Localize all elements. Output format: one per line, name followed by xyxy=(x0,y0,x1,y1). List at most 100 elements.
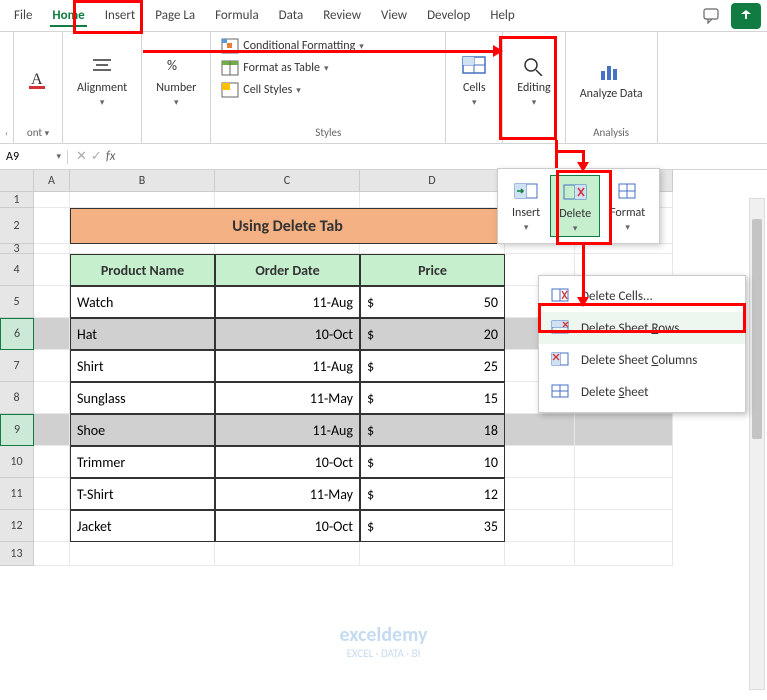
row-header-12[interactable]: 12 xyxy=(0,510,34,542)
cell-B8[interactable]: Sunglass xyxy=(70,382,215,414)
cell-B7[interactable]: Shirt xyxy=(70,350,215,382)
row-header-6[interactable]: 6 xyxy=(0,318,34,350)
col-header-B[interactable]: B xyxy=(70,170,215,192)
cell-B11[interactable]: T-Shirt xyxy=(70,478,215,510)
format-button[interactable]: Format▾ xyxy=(602,175,653,237)
ribbon-scroll-left[interactable]: ‹ xyxy=(0,32,14,143)
cell-D10[interactable]: $10 xyxy=(360,446,505,478)
cell-B3[interactable] xyxy=(70,244,215,254)
tab-file[interactable]: File xyxy=(4,2,42,29)
row-header-11[interactable]: 11 xyxy=(0,478,34,510)
cell-D13[interactable] xyxy=(360,542,505,566)
row-header-4[interactable]: 4 xyxy=(0,254,34,286)
cell-C10[interactable]: 10-Oct xyxy=(215,446,360,478)
cell-F13[interactable] xyxy=(575,542,673,566)
format-as-table-button[interactable]: Format as Table ▾ xyxy=(219,58,437,78)
cell-D8[interactable]: $15 xyxy=(360,382,505,414)
insert-button[interactable]: Insert▾ xyxy=(504,175,548,237)
share-button[interactable] xyxy=(731,3,761,29)
conditional-formatting-button[interactable]: Conditional Formatting ▾ xyxy=(219,36,437,56)
tab-data[interactable]: Data xyxy=(269,2,314,29)
cell-D9[interactable]: $18 xyxy=(360,414,505,446)
cell-C5[interactable]: 11-Aug xyxy=(215,286,360,318)
cell-B12[interactable]: Jacket xyxy=(70,510,215,542)
cell-F12[interactable] xyxy=(575,510,673,542)
cell-F9[interactable] xyxy=(575,414,673,446)
row-header-1[interactable]: 1 xyxy=(0,192,34,208)
row-header-10[interactable]: 10 xyxy=(0,446,34,478)
cell-A3[interactable] xyxy=(34,244,70,254)
scrollbar-thumb[interactable] xyxy=(752,219,762,439)
cell-E3[interactable] xyxy=(505,244,575,254)
vertical-scrollbar[interactable] xyxy=(749,198,765,690)
tab-developer[interactable]: Develop xyxy=(417,2,480,29)
cell-A2[interactable] xyxy=(34,208,70,244)
cancel-icon[interactable]: ✕ xyxy=(76,149,87,164)
cell-C1[interactable] xyxy=(215,192,360,208)
tab-formulas[interactable]: Formula xyxy=(205,2,269,29)
cell-B13[interactable] xyxy=(70,542,215,566)
select-all-corner[interactable] xyxy=(0,170,34,192)
cell-C4[interactable]: Order Date xyxy=(215,254,360,286)
enter-icon[interactable]: ✓ xyxy=(91,149,102,164)
cell-A4[interactable] xyxy=(34,254,70,286)
cell-B5[interactable]: Watch xyxy=(70,286,215,318)
delete-button[interactable]: Delete▾ xyxy=(550,175,600,237)
name-box[interactable]: A9▾ xyxy=(0,150,68,164)
cell-F3[interactable] xyxy=(575,244,673,254)
delete-sheet-rows-item[interactable]: Delete Sheet Rows xyxy=(539,312,745,344)
cell-B4[interactable]: Product Name xyxy=(70,254,215,286)
row-header-13[interactable]: 13 xyxy=(0,542,34,566)
cell-C6[interactable]: 10-Oct xyxy=(215,318,360,350)
cell-D7[interactable]: $25 xyxy=(360,350,505,382)
col-header-A[interactable]: A xyxy=(34,170,70,192)
cell-A13[interactable] xyxy=(34,542,70,566)
editing-button[interactable]: Editing ▾ xyxy=(511,50,556,110)
cell-B1[interactable] xyxy=(70,192,215,208)
cell-D12[interactable]: $35 xyxy=(360,510,505,542)
row-header-8[interactable]: 8 xyxy=(0,382,34,414)
cell-E11[interactable] xyxy=(505,478,575,510)
cell-A1[interactable] xyxy=(34,192,70,208)
cell-D5[interactable]: $50 xyxy=(360,286,505,318)
cell-E10[interactable] xyxy=(505,446,575,478)
cell-E12[interactable] xyxy=(505,510,575,542)
cell-B9[interactable]: Shoe xyxy=(70,414,215,446)
delete-cells-item[interactable]: Delete Cells... xyxy=(539,280,745,312)
row-header-5[interactable]: 5 xyxy=(0,286,34,318)
number-button[interactable]: % Number ▾ xyxy=(150,50,202,110)
cell-F11[interactable] xyxy=(575,478,673,510)
cell-D6[interactable]: $20 xyxy=(360,318,505,350)
row-header-3[interactable]: 3 xyxy=(0,244,34,254)
analyze-data-button[interactable]: Analyze Data xyxy=(574,56,649,103)
cell-B10[interactable]: Trimmer xyxy=(70,446,215,478)
cell-C9[interactable]: 11-Aug xyxy=(215,414,360,446)
font-color-button[interactable]: A xyxy=(18,64,58,96)
comments-icon[interactable] xyxy=(697,3,727,29)
cell-D1[interactable] xyxy=(360,192,505,208)
cell-A8[interactable] xyxy=(34,382,70,414)
cell-E9[interactable] xyxy=(505,414,575,446)
cell-A5[interactable] xyxy=(34,286,70,318)
cells-button[interactable]: Cells ▾ xyxy=(454,50,494,110)
tab-review[interactable]: Review xyxy=(313,2,371,29)
tab-insert[interactable]: Insert xyxy=(95,2,146,29)
cell-E13[interactable] xyxy=(505,542,575,566)
row-header-7[interactable]: 7 xyxy=(0,350,34,382)
row-header-2[interactable]: 2 xyxy=(0,208,34,244)
fx-icon[interactable]: fx xyxy=(106,149,116,164)
col-header-D[interactable]: D xyxy=(360,170,505,192)
cell-B6[interactable]: Hat xyxy=(70,318,215,350)
cell-styles-button[interactable]: Cell Styles ▾ xyxy=(219,80,437,100)
cell-A6[interactable] xyxy=(34,318,70,350)
cell-C7[interactable]: 11-Aug xyxy=(215,350,360,382)
cell-C13[interactable] xyxy=(215,542,360,566)
col-header-C[interactable]: C xyxy=(215,170,360,192)
cell-D4[interactable]: Price xyxy=(360,254,505,286)
row-header-9[interactable]: 9 xyxy=(0,414,34,446)
cell-A12[interactable] xyxy=(34,510,70,542)
cell-D11[interactable]: $12 xyxy=(360,478,505,510)
tab-page-layout[interactable]: Page La xyxy=(145,2,205,29)
cell-B2[interactable]: Using Delete Tab xyxy=(70,208,505,244)
cell-C3[interactable] xyxy=(215,244,360,254)
